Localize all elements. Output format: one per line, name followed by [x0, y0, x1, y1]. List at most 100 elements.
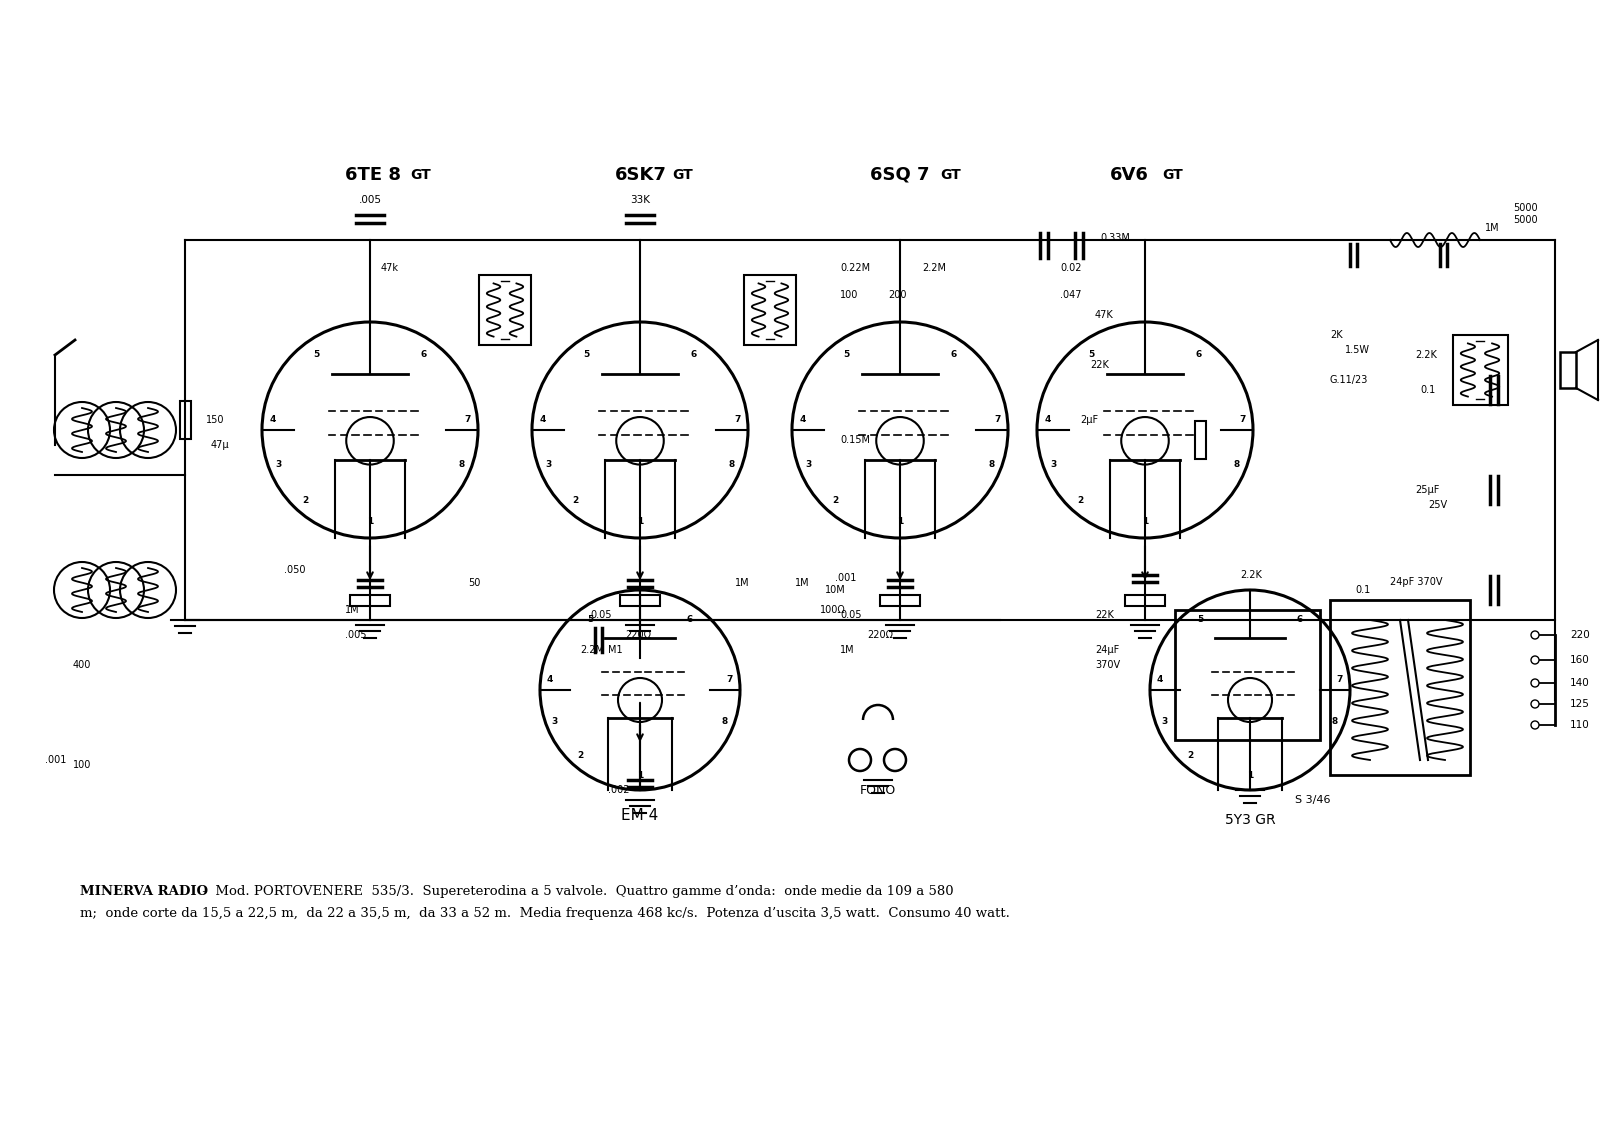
Text: 24μF: 24μF	[1094, 645, 1120, 655]
Text: 4: 4	[800, 415, 806, 424]
Bar	[1125, 595, 1165, 605]
Bar	[1330, 601, 1470, 775]
Text: 2.2K: 2.2K	[1240, 570, 1262, 580]
Text: GT: GT	[1162, 169, 1182, 182]
Text: 1: 1	[637, 517, 643, 526]
Text: EM 4: EM 4	[621, 808, 659, 822]
Circle shape	[1531, 700, 1539, 708]
Text: 10M: 10M	[826, 585, 846, 595]
Text: 22K: 22K	[1094, 610, 1114, 620]
Text: 50: 50	[467, 578, 480, 588]
Bar	[350, 595, 390, 605]
Text: 6SQ 7: 6SQ 7	[870, 166, 930, 184]
Bar	[621, 595, 661, 605]
Text: 6: 6	[686, 615, 693, 624]
Text: 0.1: 0.1	[1421, 385, 1435, 395]
Text: .002: .002	[608, 785, 629, 795]
Text: 2: 2	[1077, 495, 1083, 504]
Text: 8: 8	[1234, 460, 1240, 469]
Text: 1.5W: 1.5W	[1346, 345, 1370, 355]
Text: GT: GT	[672, 169, 693, 182]
Text: 2: 2	[578, 751, 582, 760]
Circle shape	[1531, 679, 1539, 687]
Text: 6: 6	[1298, 615, 1302, 624]
Text: 4: 4	[1157, 675, 1163, 684]
Text: 100Ω: 100Ω	[819, 605, 846, 615]
Text: 2: 2	[832, 495, 838, 504]
Bar	[1453, 335, 1507, 405]
Text: GT: GT	[941, 169, 960, 182]
Text: 0.33M: 0.33M	[1101, 233, 1130, 243]
Text: 3: 3	[552, 717, 558, 726]
Text: 4: 4	[1045, 415, 1051, 424]
Text: 5: 5	[587, 615, 594, 624]
Text: .005: .005	[358, 195, 381, 205]
Text: 6SK7: 6SK7	[614, 166, 667, 184]
Text: GT: GT	[410, 169, 430, 182]
Text: 4: 4	[270, 415, 275, 424]
Text: 6: 6	[691, 349, 698, 359]
Text: .001: .001	[45, 756, 66, 765]
Text: 2.2M: 2.2M	[579, 645, 605, 655]
Text: 0.1: 0.1	[1355, 585, 1370, 595]
Text: 2.2K: 2.2K	[1414, 349, 1437, 360]
Text: 150: 150	[206, 415, 224, 425]
Text: 1M: 1M	[346, 605, 360, 615]
Text: 5000: 5000	[1514, 202, 1538, 213]
Bar	[478, 275, 531, 345]
Text: 8: 8	[728, 460, 734, 469]
Text: 7: 7	[1338, 675, 1342, 684]
Text: 160: 160	[1570, 655, 1590, 665]
Text: 5: 5	[1088, 349, 1094, 359]
Text: 2μF: 2μF	[1080, 415, 1098, 425]
Text: 220Ω: 220Ω	[867, 630, 893, 640]
Text: 140: 140	[1570, 677, 1590, 688]
Text: 8: 8	[1331, 717, 1338, 726]
Text: 0.15M: 0.15M	[840, 435, 870, 444]
Bar	[1174, 610, 1320, 740]
Text: 47μ: 47μ	[211, 440, 229, 450]
Text: 110: 110	[1570, 720, 1590, 729]
Text: 1: 1	[898, 517, 902, 526]
Text: 2: 2	[302, 495, 309, 504]
Text: .050: .050	[285, 566, 306, 575]
Text: M1: M1	[608, 645, 622, 655]
Text: 5: 5	[314, 349, 318, 359]
Text: 220: 220	[1570, 630, 1590, 640]
Text: .005: .005	[346, 630, 366, 640]
Text: 4: 4	[539, 415, 546, 424]
Bar	[880, 595, 920, 605]
Text: G.11/23: G.11/23	[1330, 375, 1368, 385]
Text: .001: .001	[835, 573, 856, 582]
Text: 2: 2	[573, 495, 578, 504]
Text: 5: 5	[582, 349, 589, 359]
Text: 0.05: 0.05	[840, 610, 861, 620]
Text: 8: 8	[989, 460, 995, 469]
Text: 5: 5	[843, 349, 850, 359]
Text: 1M: 1M	[1485, 223, 1499, 233]
Text: 33K: 33K	[630, 195, 650, 205]
Circle shape	[1531, 631, 1539, 639]
Text: 0.05: 0.05	[590, 610, 611, 620]
Text: 2K: 2K	[1330, 330, 1342, 340]
Text: 2: 2	[1187, 751, 1194, 760]
Text: MINERVA RADIO: MINERVA RADIO	[80, 884, 208, 898]
Bar	[179, 402, 190, 439]
Text: 7: 7	[994, 415, 1000, 424]
Text: 22K: 22K	[1090, 360, 1109, 370]
Text: 1: 1	[637, 770, 643, 779]
Circle shape	[1531, 720, 1539, 729]
Text: 24pF 370V: 24pF 370V	[1390, 577, 1443, 587]
Text: 3: 3	[1050, 460, 1056, 469]
Circle shape	[1531, 656, 1539, 664]
Text: 5Y3 GR: 5Y3 GR	[1224, 813, 1275, 827]
Text: 6TE 8: 6TE 8	[346, 166, 402, 184]
Text: 7: 7	[734, 415, 741, 424]
Text: 1: 1	[1142, 517, 1149, 526]
Text: 6: 6	[950, 349, 957, 359]
Text: 5000: 5000	[1514, 215, 1538, 225]
Text: 5: 5	[1197, 615, 1203, 624]
Text: 3: 3	[1162, 717, 1168, 726]
Text: 370V: 370V	[1094, 661, 1120, 670]
Text: 1M: 1M	[734, 578, 750, 588]
